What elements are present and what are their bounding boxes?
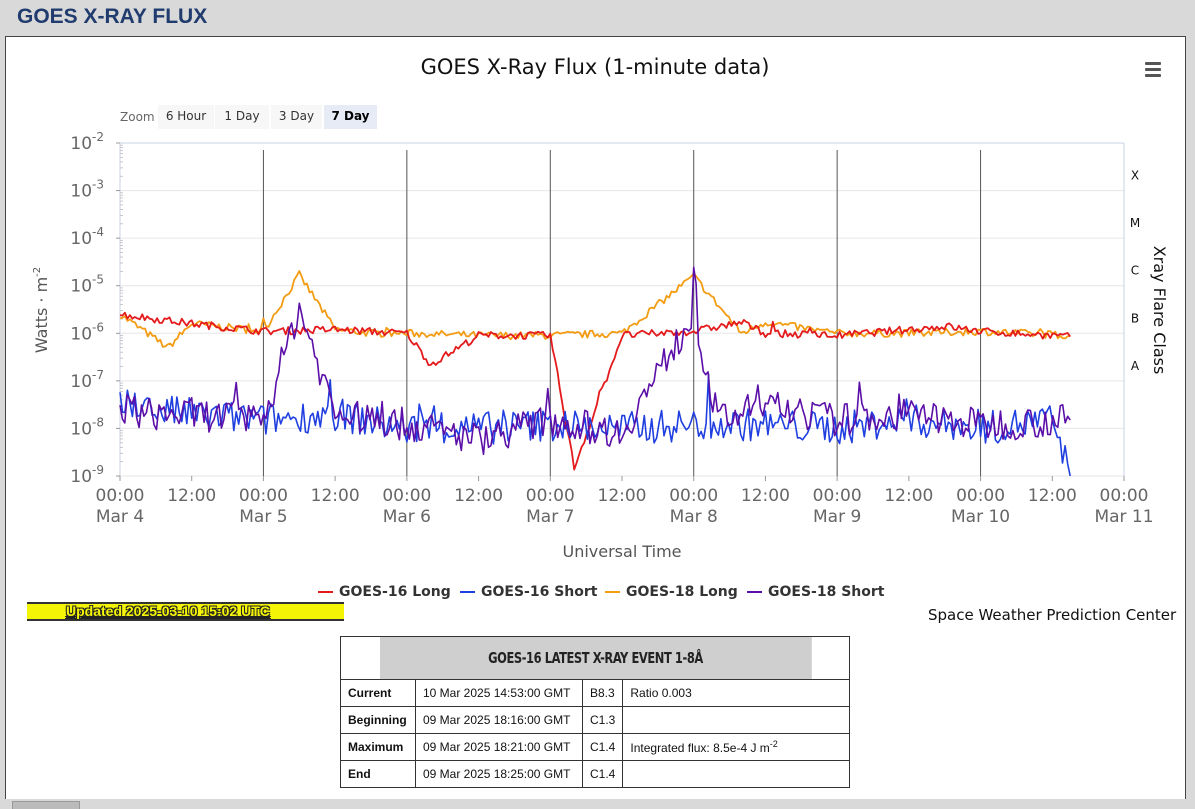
legend-item[interactable]: GOES-18 Long: [605, 584, 738, 600]
legend-item[interactable]: GOES-16 Short: [460, 584, 597, 600]
credit-text: Space Weather Prediction Center: [928, 606, 1177, 624]
event-label-cell: End: [340, 760, 416, 788]
legend-label: GOES-18 Long: [626, 584, 738, 600]
event-table-title: GOES-16 LATEST X-RAY EVENT 1-8Å: [378, 636, 812, 680]
y-tick-label: 10-4: [70, 225, 104, 249]
y-tick-label: 10-9: [70, 463, 104, 487]
x-axis-label: Universal Time: [562, 542, 681, 561]
legend-swatch: [318, 591, 333, 593]
event-extra-cell: Integrated flux: 8.5e-4 J m-2: [622, 733, 850, 761]
y-tick-label: 10-8: [70, 415, 104, 439]
legend-swatch: [605, 591, 620, 593]
event-label-cell: Current: [340, 679, 416, 707]
legend-item[interactable]: GOES-16 Long: [318, 584, 451, 600]
series-line: [119, 373, 1071, 477]
zoom-3-day-button[interactable]: 3 Day: [271, 105, 322, 129]
zoom-6-hour-button[interactable]: 6 Hour: [158, 105, 214, 129]
legend: GOES-16 Long GOES-16 Short GOES-18 Long GOE…: [0, 584, 1195, 604]
event-date-cell: 09 Mar 2025 18:25:00 GMT: [415, 760, 583, 788]
zoom-label: Zoom: [120, 110, 155, 124]
event-label-cell: Beginning: [340, 706, 416, 734]
y-axis-label: Watts · m-2: [32, 267, 51, 353]
legend-swatch: [747, 591, 762, 593]
flare-class-label: C: [1131, 264, 1139, 278]
series-line: [119, 311, 1071, 471]
x-tick-date: Mar 4: [96, 507, 144, 527]
legend-label: GOES-18 Short: [768, 584, 885, 600]
xray-flux-chart: GOES X-Ray Flux (1-minute data) Zoom 10-…: [32, 55, 1169, 561]
x-tick-time: 00:00: [813, 486, 862, 506]
flare-class-label: M: [1130, 216, 1140, 230]
x-tick-date: Mar 9: [813, 507, 861, 527]
zoom-7-day-button[interactable]: 7 Day: [324, 105, 377, 129]
xray-event-table: GOES-16 LATEST X-RAY EVENT 1-8Å Current 1…: [340, 636, 850, 788]
bottom-bar: [0, 799, 1195, 808]
x-tick-time: 12:00: [1028, 486, 1077, 506]
event-extra-cell: [622, 706, 850, 734]
event-label-cell: Maximum: [340, 733, 416, 761]
x-tick-time: 00:00: [526, 486, 575, 506]
event-date-cell: 09 Mar 2025 18:21:00 GMT: [415, 733, 583, 761]
zoom-1-day-button[interactable]: 1 Day: [215, 105, 269, 129]
updated-banner[interactable]: Updated 2025-03-10 15:02 UTC: [27, 602, 344, 621]
y-tick-label: 10-7: [70, 368, 104, 392]
x-tick-time: 12:00: [884, 486, 933, 506]
event-extra-cell: Ratio 0.003: [622, 679, 850, 707]
legend-swatch: [460, 591, 475, 593]
series-line: [119, 266, 1071, 456]
x-tick-time: 12:00: [741, 486, 790, 506]
x-tick-date: Mar 5: [239, 507, 287, 527]
x-tick-time: 12:00: [311, 486, 360, 506]
x-tick-time: 00:00: [669, 486, 718, 506]
table-row: Maximum 09 Mar 2025 18:21:00 GMT C1.4 Integ…: [340, 733, 850, 761]
page-header: GOES X-RAY FLUX: [0, 0, 1195, 36]
legend-label: GOES-16 Short: [481, 584, 598, 600]
x-tick-date: Mar 8: [670, 507, 718, 527]
event-class-cell: C1.4: [581, 733, 624, 761]
y-tick-label: 10-2: [70, 130, 104, 154]
bottom-tab[interactable]: [12, 801, 80, 809]
event-extra-exponent: -2: [769, 739, 778, 749]
flare-class-label: B: [1131, 311, 1139, 325]
x-tick-date: Mar 6: [383, 507, 431, 527]
event-class-cell: C1.4: [581, 760, 624, 788]
x-tick-date: Mar 10: [951, 507, 1010, 527]
page-title: GOES X-RAY FLUX: [17, 5, 208, 28]
legend-item[interactable]: GOES-18 Short: [747, 584, 884, 600]
y-tick-label: 10-6: [70, 320, 104, 344]
event-extra-cell: [622, 760, 850, 788]
event-class-cell: C1.3: [581, 706, 624, 734]
x-tick-date: Mar 7: [526, 507, 574, 527]
x-tick-time: 12:00: [167, 486, 216, 506]
event-date-cell: 10 Mar 2025 14:53:00 GMT: [415, 679, 583, 707]
event-class-cell: B8.3: [581, 679, 624, 707]
chart-title: GOES X-Ray Flux (1-minute data): [421, 55, 770, 79]
x-tick-time: 00:00: [239, 486, 288, 506]
table-row: Beginning 09 Mar 2025 18:16:00 GMT C1.3: [340, 706, 850, 734]
x-tick-time: 12:00: [454, 486, 503, 506]
x-tick-time: 00:00: [1100, 486, 1149, 506]
menu-icon[interactable]: [1145, 62, 1161, 80]
flare-class-label: X: [1131, 169, 1139, 183]
series-line: [119, 270, 1071, 348]
x-tick-date: Mar 11: [1094, 507, 1153, 527]
x-tick-time: 12:00: [598, 486, 647, 506]
y-tick-label: 10-5: [70, 273, 104, 297]
x-tick-time: 00:00: [382, 486, 431, 506]
flare-class-label: A: [1131, 359, 1140, 373]
y-tick-label: 10-3: [70, 178, 104, 202]
table-row: End 09 Mar 2025 18:25:00 GMT C1.4: [340, 760, 850, 788]
right-axis-label: Xray Flare Class: [1150, 246, 1169, 375]
event-extra-text: Integrated flux: 8.5e-4 J m: [630, 741, 770, 755]
legend-label: GOES-16 Long: [339, 584, 451, 600]
x-tick-time: 00:00: [96, 486, 145, 506]
event-date-cell: 09 Mar 2025 18:16:00 GMT: [415, 706, 583, 734]
x-tick-time: 00:00: [956, 486, 1005, 506]
table-row: Current 10 Mar 2025 14:53:00 GMT B8.3 Ratio…: [340, 679, 850, 707]
